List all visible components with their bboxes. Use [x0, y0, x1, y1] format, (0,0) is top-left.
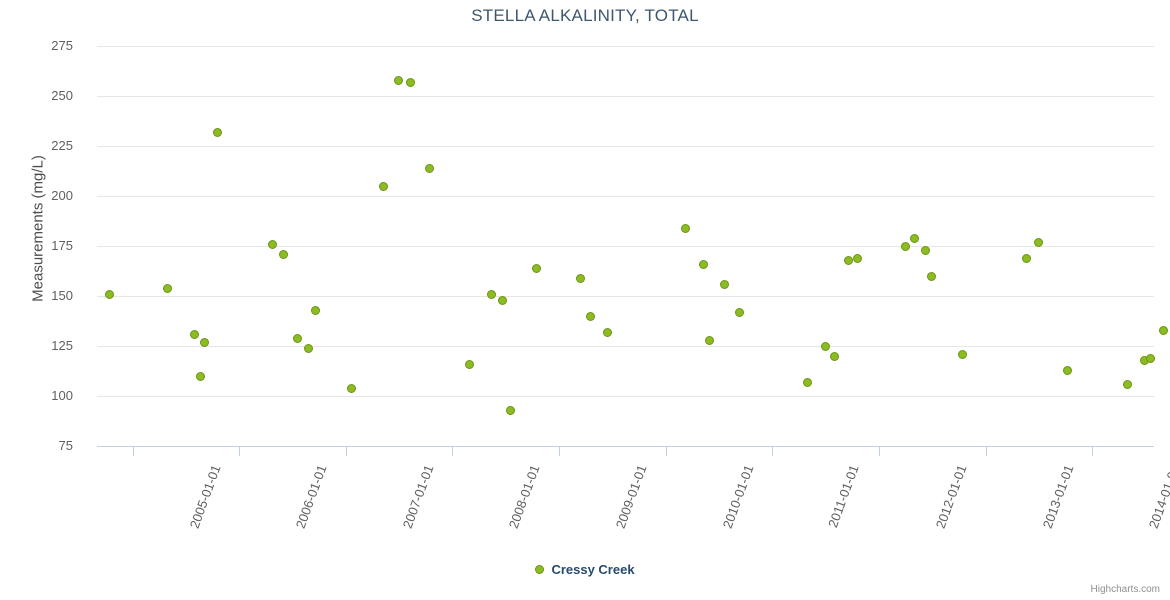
x-axis-tick-label: 2011-01-01: [825, 462, 862, 530]
x-axis-tick-mark: [345, 447, 347, 456]
x-axis-tick-mark: [559, 447, 561, 456]
x-axis-line: [97, 446, 1154, 447]
y-axis-tick-label: 75: [58, 438, 73, 453]
data-point[interactable]: [1122, 379, 1132, 389]
x-axis-tick-label: 2014-01-01: [1145, 462, 1170, 531]
data-point[interactable]: [1033, 237, 1043, 247]
gridline: [97, 46, 1154, 47]
data-point[interactable]: [405, 77, 415, 87]
data-point[interactable]: [680, 223, 690, 233]
x-axis-tick-mark: [239, 447, 241, 456]
data-point[interactable]: [346, 383, 356, 393]
y-axis-tick-label: 250: [51, 88, 73, 103]
data-point[interactable]: [734, 307, 744, 317]
data-point[interactable]: [189, 329, 199, 339]
data-point[interactable]: [278, 249, 288, 259]
data-point[interactable]: [927, 271, 937, 281]
x-axis-tick-label: 2005-01-01: [186, 462, 224, 531]
data-point[interactable]: [852, 253, 862, 263]
x-axis-tick-label: 2006-01-01: [292, 462, 330, 531]
legend-item-cressy-creek[interactable]: Cressy Creek: [535, 562, 635, 577]
plot-area: 275 250 225 200 175 150 125 100 75: [51, 38, 1168, 453]
data-point[interactable]: [497, 295, 507, 305]
data-point[interactable]: [465, 359, 475, 369]
data-point[interactable]: [311, 305, 321, 315]
gridline: [97, 346, 1154, 347]
gridline: [97, 296, 1154, 297]
gridline: [97, 146, 1154, 147]
x-axis-tick-mark: [132, 447, 134, 456]
highcharts-credits[interactable]: Highcharts.com: [1090, 584, 1160, 595]
legend-marker-icon: [535, 565, 545, 574]
legend-item-label: Cressy Creek: [551, 562, 635, 577]
gridline: [97, 246, 1154, 247]
y-axis-tick-label: 225: [51, 138, 73, 153]
x-axis-tick-label: 2007-01-01: [399, 462, 437, 531]
x-axis-tick-mark: [665, 447, 667, 456]
x-axis-tick-label: 2010-01-01: [719, 462, 757, 531]
data-point[interactable]: [829, 351, 839, 361]
data-point[interactable]: [802, 377, 812, 387]
data-point[interactable]: [1063, 365, 1073, 375]
data-point[interactable]: [267, 239, 277, 249]
data-point[interactable]: [909, 233, 919, 243]
data-point[interactable]: [293, 333, 303, 343]
data-point[interactable]: [602, 327, 612, 337]
y-axis-tick-label: 125: [51, 338, 73, 353]
chart-title: STELLA ALKALINITY, TOTAL: [471, 6, 699, 25]
y-axis-tick-label: 150: [51, 288, 73, 303]
data-point[interactable]: [719, 279, 729, 289]
data-point[interactable]: [506, 405, 516, 415]
x-axis-tick-mark: [985, 447, 987, 456]
x-axis-tick-mark: [772, 447, 774, 456]
chart-legend: Cressy Creek: [0, 562, 1170, 577]
gridline: [97, 196, 1154, 197]
data-point[interactable]: [163, 283, 173, 293]
x-axis-tick-label: 2009-01-01: [612, 462, 650, 531]
data-point[interactable]: [195, 371, 205, 381]
data-point[interactable]: [213, 127, 223, 137]
x-axis-tick-mark: [878, 447, 880, 456]
data-point[interactable]: [303, 343, 313, 353]
y-axis-tick-label: 275: [51, 38, 73, 53]
data-point[interactable]: [921, 245, 931, 255]
data-point[interactable]: [1158, 325, 1168, 335]
data-point[interactable]: [1021, 253, 1031, 263]
data-point[interactable]: [820, 341, 830, 351]
data-point[interactable]: [698, 259, 708, 269]
data-point[interactable]: [958, 349, 968, 359]
gridline: [97, 396, 1154, 397]
x-axis-tick-label: 2012-01-01: [932, 462, 970, 531]
data-point[interactable]: [105, 289, 115, 299]
data-point[interactable]: [1145, 353, 1155, 363]
y-axis-tick-label: 200: [51, 188, 73, 203]
gridline: [97, 96, 1154, 97]
data-point[interactable]: [424, 163, 434, 173]
data-point[interactable]: [531, 263, 541, 273]
data-point[interactable]: [378, 181, 388, 191]
y-axis-tick-label: 175: [51, 238, 73, 253]
x-axis-tick-mark: [452, 447, 454, 456]
data-point[interactable]: [487, 289, 497, 299]
data-point[interactable]: [394, 75, 404, 85]
x-axis-tick-mark: [1092, 447, 1094, 456]
y-axis-tick-label: 100: [51, 388, 73, 403]
data-point[interactable]: [575, 273, 585, 283]
x-axis-tick-label: 2008-01-01: [505, 462, 543, 531]
data-point[interactable]: [900, 241, 910, 251]
data-point[interactable]: [844, 255, 854, 265]
data-point[interactable]: [705, 335, 715, 345]
data-point[interactable]: [200, 337, 210, 347]
data-point[interactable]: [586, 311, 596, 321]
x-axis-tick-label: 2013-01-01: [1039, 462, 1077, 531]
